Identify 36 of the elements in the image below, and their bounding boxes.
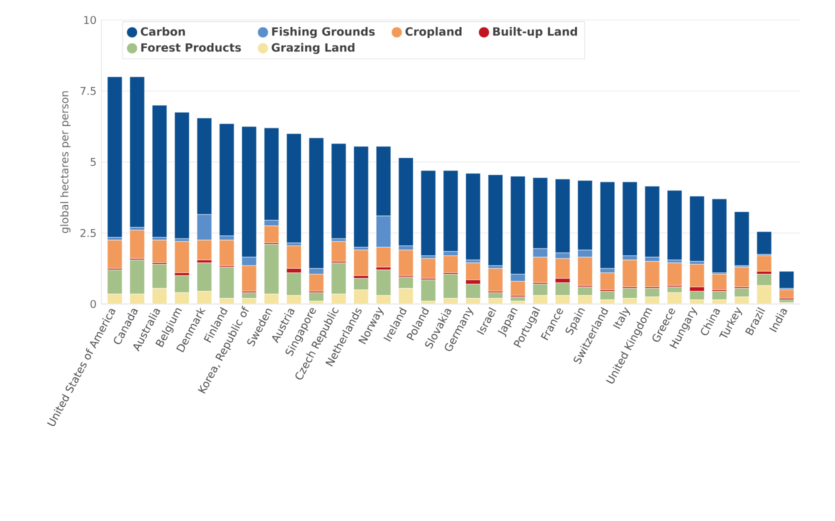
bar bbox=[644, 186, 660, 258]
bar bbox=[174, 112, 190, 239]
y-tick-label: 10 bbox=[84, 16, 96, 24]
bar bbox=[443, 170, 458, 252]
bar bbox=[354, 250, 369, 276]
y-tick-label: 0 bbox=[90, 300, 96, 308]
bar bbox=[622, 182, 638, 256]
bar bbox=[107, 76, 122, 238]
bar bbox=[420, 170, 436, 256]
y-axis-title: global hectares per person bbox=[60, 91, 71, 233]
bar bbox=[286, 133, 302, 244]
bar bbox=[130, 76, 145, 228]
bar bbox=[667, 190, 682, 260]
legend-label: Carbon bbox=[140, 27, 185, 36]
legend-label: Built-up Land bbox=[493, 27, 577, 38]
y-tick-label: 2.5 bbox=[80, 228, 96, 238]
y-tick-label: 7.5 bbox=[80, 87, 96, 95]
bar bbox=[689, 196, 705, 262]
bar bbox=[488, 174, 503, 266]
bar bbox=[286, 246, 302, 269]
bar bbox=[398, 158, 414, 246]
bar bbox=[466, 173, 481, 260]
bar bbox=[600, 182, 615, 269]
y-tick-label: 5 bbox=[90, 158, 96, 166]
bar bbox=[689, 264, 705, 288]
bar bbox=[354, 146, 369, 248]
bar bbox=[510, 300, 526, 304]
legend-label: Forest Products bbox=[141, 42, 241, 52]
bar bbox=[466, 262, 481, 280]
bar bbox=[174, 241, 190, 273]
legend-label: Cropland bbox=[406, 27, 462, 38]
bar bbox=[219, 123, 234, 236]
legend-label: Fishing Grounds bbox=[272, 27, 375, 38]
bar bbox=[152, 104, 168, 238]
bar bbox=[331, 143, 346, 239]
legend-label: Grazing Land bbox=[272, 42, 354, 54]
